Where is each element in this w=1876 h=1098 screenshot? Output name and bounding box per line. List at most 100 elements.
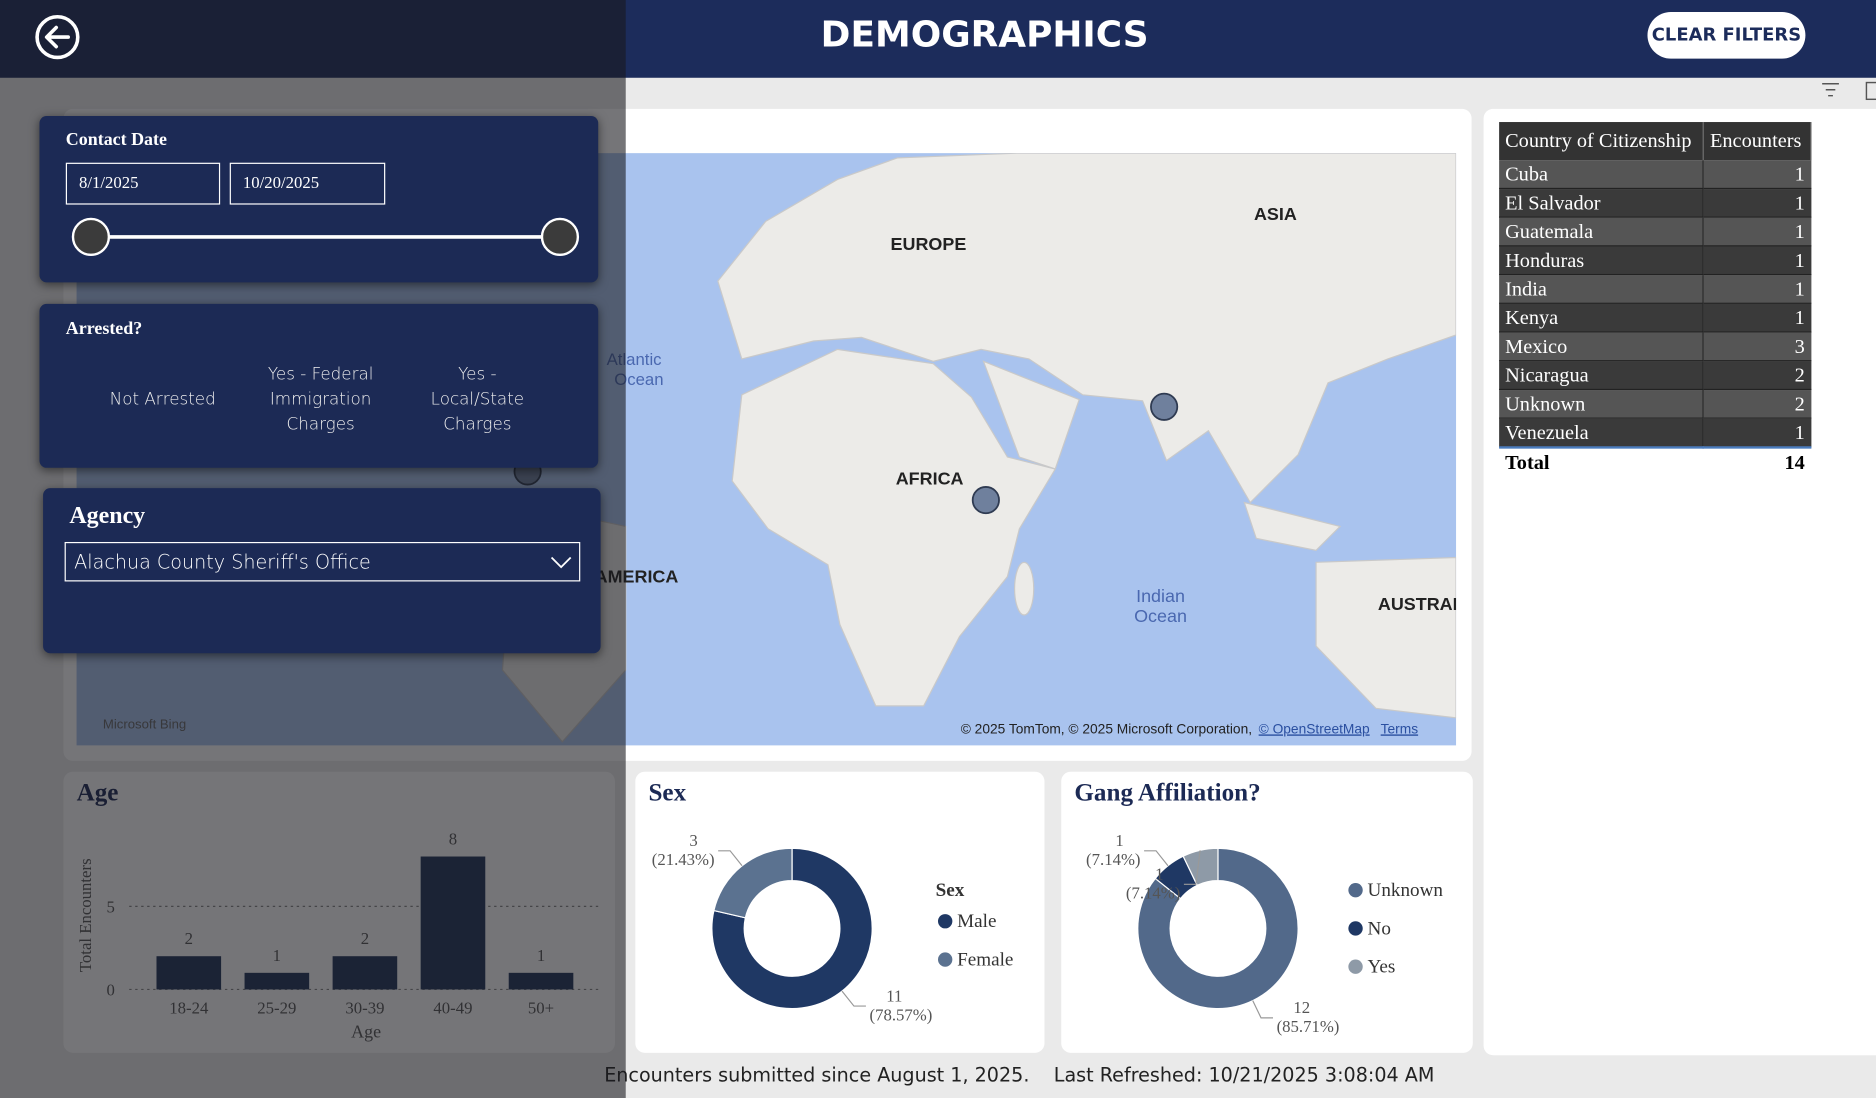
data-label: 12	[1293, 998, 1310, 1017]
column-header: Encounters	[1703, 122, 1812, 161]
column-header: Country of Citizenship	[1499, 122, 1704, 161]
land	[982, 360, 1080, 470]
legend-label: Female	[957, 950, 1013, 971]
table-row: Venezuela 1	[1499, 418, 1811, 448]
map-label: Indian	[1136, 586, 1185, 606]
sex-chart: Sex 11(78.57%) 3(21.43%) Sex Male Female	[648, 779, 1013, 1024]
filter-label: Contact Date	[65, 130, 167, 150]
map-label: ASIA	[1254, 204, 1297, 224]
pie-slice	[711, 847, 873, 1010]
data-label: (78.57%)	[870, 1005, 933, 1024]
encounters-cell: 2	[1794, 363, 1805, 386]
land	[731, 348, 1057, 707]
page-title: DEMOGRAPHICS	[820, 14, 1149, 57]
legend-label: Yes	[1368, 957, 1396, 978]
land	[1315, 556, 1457, 719]
gang-chart: Gang Affiliation?12(85.71%)1(7.14%)1(7.1…	[1074, 779, 1444, 1036]
country-cell: Unknown	[1499, 389, 1704, 419]
encounters-cell: 1	[1794, 420, 1805, 444]
country-cell: El Salvador	[1499, 188, 1704, 218]
map-attribution: Terms	[1381, 721, 1419, 736]
land	[717, 153, 1457, 504]
agency-dropdown[interactable]: Alachua County Sheriff's Office	[64, 541, 581, 582]
country-cell: Guatemala	[1499, 217, 1704, 246]
data-label: 1	[1115, 831, 1123, 850]
country-cell: Cuba	[1499, 160, 1704, 189]
encounters-cell: 1	[1794, 219, 1805, 243]
table-row: India 1	[1499, 274, 1811, 304]
country-cell: India	[1499, 274, 1704, 304]
map-bubble[interactable]	[1150, 392, 1179, 421]
encounters-cell: 1	[1794, 276, 1805, 300]
footer: Encounters submitted since August 1, 202…	[604, 1064, 1434, 1087]
total-label: Total	[1499, 447, 1704, 477]
map-bubble[interactable]	[971, 486, 1000, 515]
footer-refreshed: Last Refreshed: 10/21/2025 3:08:04 AM	[1053, 1063, 1435, 1087]
arrested-option[interactable]: Yes - Federal Immigration Charges	[267, 364, 374, 435]
table-row: Kenya 1	[1499, 303, 1811, 333]
data-label: (7.14%)	[1126, 884, 1180, 903]
map-label: AUSTRALIA	[1378, 594, 1456, 614]
encounters-cell: 3	[1794, 334, 1805, 358]
citizenship-table: Country of Citizenship Encounters Cuba 1 E…	[1499, 122, 1812, 477]
clear-filters-button[interactable]: CLEAR FILTERS	[1647, 11, 1806, 59]
contact-date-filter: Contact Date 8/1/2025 10/20/2025	[39, 116, 599, 283]
encounters-cell: 2	[1794, 391, 1805, 415]
arrested-option[interactable]: Not Arrested	[109, 390, 216, 410]
table-row: Guatemala 1	[1499, 217, 1811, 246]
country-cell: Mexico	[1499, 332, 1704, 361]
table-row: El Salvador 1	[1499, 188, 1811, 218]
table-row: Nicaragua 2	[1499, 360, 1811, 390]
data-label: 1	[1155, 865, 1163, 884]
table-header: Country of Citizenship Encounters	[1499, 122, 1812, 161]
dropdown-chevron	[550, 556, 572, 569]
filter-label: Arrested?	[65, 319, 143, 339]
filter-label: Agency	[69, 502, 146, 529]
table-row: Mexico 3	[1499, 332, 1811, 361]
encounters-cell: 1	[1794, 248, 1805, 271]
legend-swatch	[938, 914, 953, 929]
chart-title: Sex	[648, 779, 686, 806]
start-date-input[interactable]: 8/1/2025	[65, 162, 221, 205]
land	[1013, 561, 1035, 616]
toolbar-icons	[1822, 81, 1876, 101]
back-button[interactable]	[34, 13, 82, 61]
table-row: Unknown 2	[1499, 389, 1811, 419]
legend-swatch	[938, 952, 953, 967]
pie-slice	[713, 847, 793, 919]
slider-handle[interactable]	[71, 217, 111, 257]
map-label: EUROPE	[891, 234, 967, 254]
map-label: Ocean	[1134, 606, 1187, 626]
pie-slice	[1182, 847, 1219, 887]
footer-note: Encounters submitted since August 1, 202…	[604, 1063, 1030, 1087]
table-row: Cuba 1	[1499, 160, 1811, 189]
country-cell: Venezuela	[1499, 418, 1704, 448]
map-label: AFRICA	[896, 469, 964, 489]
leader-line	[1252, 1000, 1274, 1019]
country-cell: Nicaragua	[1499, 360, 1704, 390]
table-row: Honduras 1	[1499, 245, 1811, 275]
legend-label: Unknown	[1368, 880, 1444, 901]
encounters-cell: 1	[1794, 305, 1805, 329]
leader-line	[1183, 850, 1201, 885]
legend-swatch	[1348, 959, 1363, 974]
agency-filter: Agency Alachua County Sheriff's Office	[43, 488, 601, 654]
end-date-input[interactable]: 10/20/2025	[229, 162, 386, 205]
chart-card: Sex 11 (78.57%) 3 (21.43%) Sex Male Female	[635, 771, 1045, 1053]
legend-label: No	[1368, 918, 1391, 939]
chart-title: Gang Affiliation?	[1074, 779, 1260, 806]
slider-handle[interactable]	[540, 217, 580, 257]
total-value: 14	[1703, 447, 1811, 477]
data-label: (7.14%)	[1086, 850, 1140, 869]
arrested-option[interactable]: Yes - Local/State Charges	[430, 364, 525, 435]
leader-line	[1144, 850, 1169, 867]
encounters-cell: 1	[1794, 162, 1805, 185]
date-slider	[71, 217, 580, 257]
map-attribution: © 2025 TomTom, © 2025 Microsoft Corporat…	[961, 721, 1252, 736]
legend-label: Male	[957, 911, 996, 932]
land	[1243, 501, 1342, 552]
leader-line	[718, 850, 743, 867]
country-cell: Kenya	[1499, 303, 1704, 333]
